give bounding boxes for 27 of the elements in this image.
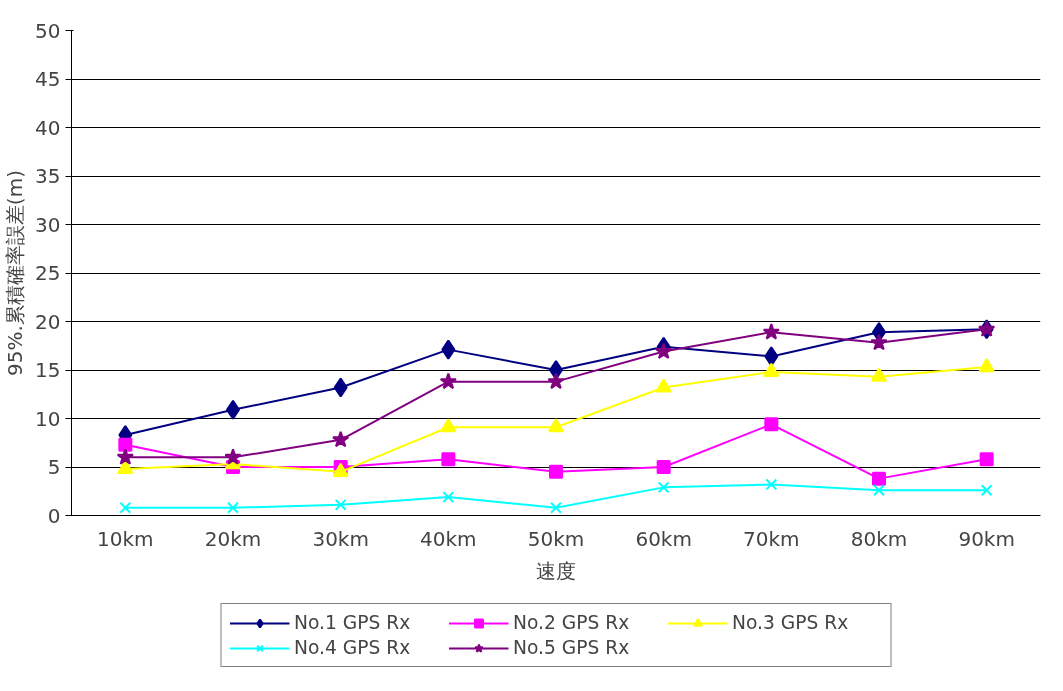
x-tick-label: 90km (958, 526, 1015, 551)
x-tick-label: 40km (420, 526, 477, 551)
legend-label: No.5 GPS Rx (513, 637, 631, 658)
x-tick-label: 60km (635, 526, 692, 551)
legend-label: No.1 GPS Rx (294, 612, 412, 633)
x-axis-title: 速度 (536, 558, 576, 583)
y-tick-label: 35 (35, 164, 61, 188)
x-tick-label: 20km (204, 526, 262, 551)
y-tick-label: 0 (47, 503, 61, 528)
y-tick-label: 45 (35, 67, 61, 91)
legend-label: No.4 GPS Rx (294, 637, 412, 658)
y-tick-label: 25 (35, 261, 61, 285)
x-tick-label: 10km (97, 526, 154, 551)
x-tick-label: 30km (312, 526, 369, 551)
y-tick-label: 5 (47, 455, 61, 479)
y-tick-label: 30 (35, 212, 61, 237)
y-tick-label: 15 (35, 358, 61, 382)
y-axis-title: 95%.累積確率誤差(m) (3, 170, 28, 376)
x-tick-label: 70km (743, 526, 800, 551)
y-tick-label: 10 (35, 406, 61, 431)
x-tick-label: 50km (527, 526, 585, 551)
legend-label: No.2 GPS Rx (513, 612, 631, 633)
y-tick-label: 40 (35, 115, 61, 140)
x-tick-label: 80km (850, 526, 908, 551)
legend-label: No.3 GPS Rx (732, 612, 850, 633)
y-tick-label: 20 (35, 309, 61, 334)
y-tick-label: 50 (35, 18, 61, 43)
